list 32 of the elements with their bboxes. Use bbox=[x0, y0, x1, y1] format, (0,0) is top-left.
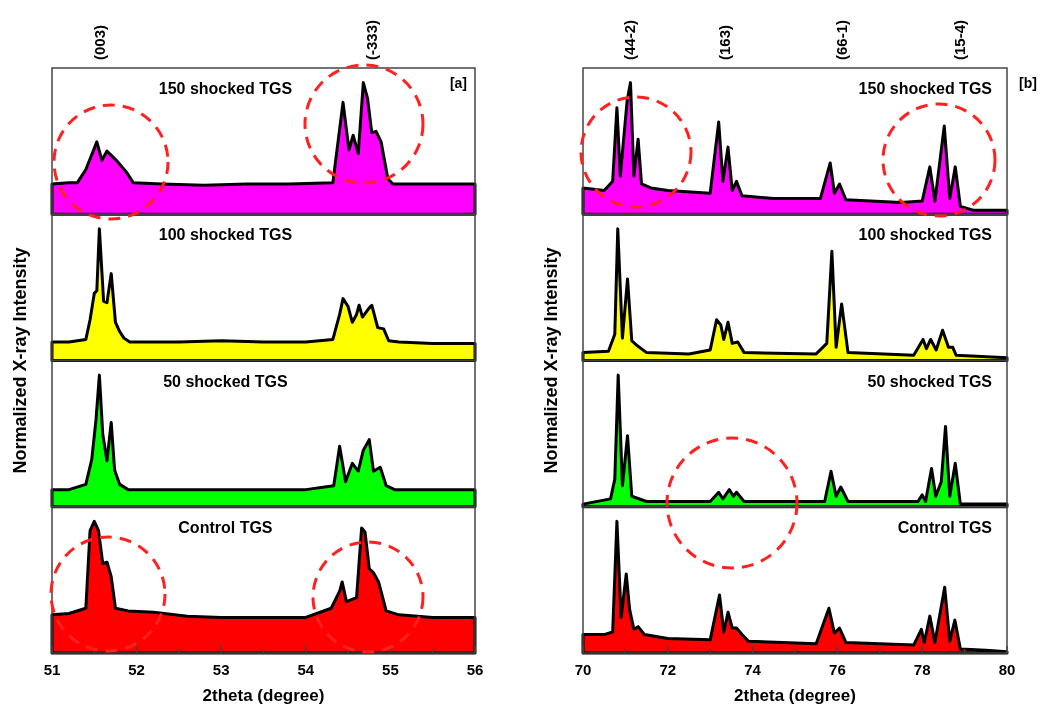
chart-title: 150 shocked TGS bbox=[158, 80, 293, 97]
chart-title: 50 shocked TGS bbox=[867, 372, 993, 390]
x-tick-label: 53 bbox=[212, 661, 230, 678]
x-tick-label: 76 bbox=[829, 661, 846, 678]
annotation: [a] bbox=[449, 75, 467, 91]
y-axis-title: Normalized X-ray Intensity bbox=[10, 247, 30, 474]
text: (66-1) bbox=[832, 19, 850, 60]
chart-title: 150 shocked TGS bbox=[858, 80, 993, 97]
chart-title: Control TGS bbox=[897, 518, 993, 536]
y-axis-title: Normalized X-ray Intensity bbox=[541, 247, 561, 474]
chart-title: 100 shocked TGS bbox=[158, 226, 293, 244]
text: (15-4) bbox=[951, 19, 969, 60]
x-tick-label: 74 bbox=[744, 661, 762, 678]
text: (163) bbox=[716, 24, 734, 60]
text: [b] bbox=[1019, 75, 1037, 91]
x-tick-label: 55 bbox=[382, 661, 399, 678]
x-tick-label: 52 bbox=[128, 661, 145, 678]
x-tick-label: 80 bbox=[998, 661, 1016, 678]
x-axis-title: 2theta (degree) bbox=[202, 686, 325, 705]
x-tick-label: 56 bbox=[466, 661, 484, 678]
text: (44-2) bbox=[620, 19, 638, 60]
x-tick-label: 51 bbox=[43, 661, 61, 678]
x-tick-label: 78 bbox=[913, 661, 931, 678]
x-axis-title: 2theta (degree) bbox=[734, 686, 856, 705]
chart-title: 100 shocked TGS bbox=[858, 226, 993, 244]
x-tick-label: 72 bbox=[659, 661, 677, 678]
text: (003) bbox=[91, 24, 109, 60]
x-tick-label: 70 bbox=[574, 661, 592, 678]
chart-title: 50 shocked TGS bbox=[163, 372, 288, 390]
text: (-333) bbox=[362, 19, 380, 60]
chart-title: Control TGS bbox=[178, 518, 273, 536]
x-tick-label: 54 bbox=[297, 661, 315, 678]
